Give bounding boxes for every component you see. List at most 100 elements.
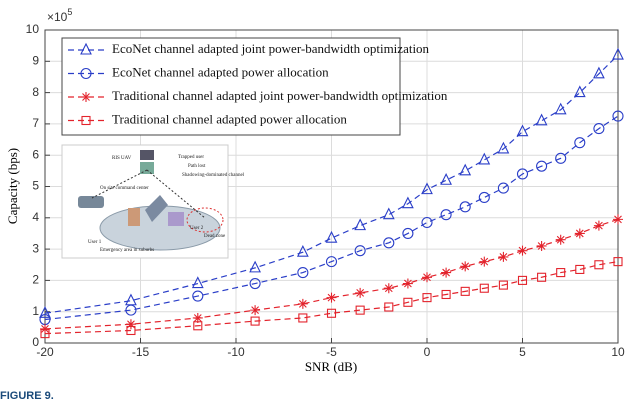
- y-axis-label: Capacity (bps): [5, 148, 20, 224]
- x-tick-label: -10: [227, 345, 245, 359]
- inset-building: [145, 195, 168, 222]
- marker: [191, 276, 204, 289]
- marker: [537, 272, 547, 282]
- inset-label: User 1: [88, 240, 102, 245]
- marker: [498, 251, 509, 262]
- marker: [325, 256, 338, 268]
- multiplier-exponent: 5: [67, 7, 72, 17]
- marker: [250, 316, 260, 326]
- marker: [250, 305, 261, 316]
- marker: [594, 260, 604, 270]
- inset-ris: [140, 162, 154, 174]
- marker: [613, 214, 623, 225]
- marker: [460, 261, 471, 272]
- marker: [354, 245, 366, 257]
- marker: [535, 113, 548, 126]
- legend-label: EcoNet channel adapted joint power-bandw…: [112, 41, 430, 56]
- series-line: [44, 218, 619, 330]
- x-tick-label: 0: [424, 345, 431, 359]
- inset-vehicle: [78, 196, 104, 208]
- marker: [39, 306, 51, 318]
- marker: [192, 312, 203, 323]
- marker: [593, 123, 605, 135]
- y-tick-label: 9: [32, 53, 39, 67]
- marker: [355, 287, 366, 298]
- marker: [384, 302, 394, 312]
- inset-label: RIS UAV: [112, 156, 132, 161]
- y-tick-label: 1: [32, 304, 39, 318]
- marker: [536, 240, 547, 251]
- marker: [383, 283, 394, 294]
- marker: [573, 85, 586, 98]
- marker: [593, 220, 604, 231]
- marker: [497, 182, 509, 194]
- marker: [555, 234, 566, 245]
- inset-label: On site command center: [100, 186, 149, 191]
- x-axis-label: SNR (dB): [305, 359, 357, 374]
- marker: [80, 67, 92, 80]
- y-tick-label: 0: [32, 335, 39, 349]
- legend-box: [61, 37, 401, 136]
- marker: [498, 280, 508, 290]
- marker: [326, 308, 337, 318]
- caption: FIGURE 9.: [0, 390, 54, 399]
- inset-uav: [140, 150, 154, 160]
- marker: [249, 260, 261, 273]
- marker: [593, 66, 605, 79]
- y-tick-label: 8: [32, 85, 39, 99]
- marker: [575, 264, 585, 274]
- marker: [478, 152, 491, 165]
- marker: [249, 277, 261, 290]
- marker: [441, 289, 451, 300]
- marker: [296, 245, 309, 257]
- inset-label: Dead zone: [204, 234, 226, 239]
- marker: [40, 329, 50, 339]
- marker: [517, 275, 528, 285]
- marker: [354, 218, 367, 231]
- marker: [421, 182, 433, 195]
- marker: [126, 325, 136, 336]
- marker: [574, 137, 586, 149]
- series: [40, 214, 623, 334]
- marker: [403, 297, 413, 307]
- marker: [516, 168, 529, 180]
- marker: [536, 160, 548, 172]
- y-tick-label: 4: [32, 210, 39, 224]
- marker: [125, 304, 137, 316]
- marker: [325, 230, 338, 243]
- marker: [613, 257, 623, 267]
- marker: [441, 267, 452, 278]
- x-tick-label: 5: [519, 345, 526, 359]
- marker: [479, 283, 489, 293]
- marker: [554, 102, 567, 115]
- marker: [192, 290, 204, 302]
- marker: [297, 267, 309, 279]
- y-tick-label: 5: [32, 179, 39, 193]
- marker: [422, 293, 432, 303]
- inset-label: User 2: [190, 226, 204, 231]
- inset-building: [128, 208, 140, 226]
- x-tick-label: 10: [611, 345, 625, 359]
- marker: [355, 305, 365, 315]
- marker: [298, 313, 308, 323]
- x-tick-label: -15: [132, 345, 150, 359]
- legend: EcoNet channel adapted joint power-bandw…: [61, 37, 448, 136]
- inset-label: Emergency area in suburbs: [100, 248, 154, 253]
- marker: [478, 191, 490, 204]
- marker: [479, 256, 490, 267]
- marker: [612, 110, 624, 122]
- marker: [422, 272, 432, 283]
- marker: [80, 42, 92, 55]
- marker: [459, 163, 472, 176]
- marker: [556, 268, 566, 278]
- marker: [402, 278, 413, 289]
- marker: [382, 207, 395, 220]
- series-line: [44, 115, 619, 321]
- y-tick-label: 10: [26, 22, 40, 36]
- series: [39, 110, 624, 326]
- marker: [459, 201, 471, 213]
- series: [40, 257, 623, 339]
- inset-dead-zone: [186, 207, 224, 233]
- inset-image: RIS UAV Trapped user Path lost Shadowing-do…: [61, 144, 245, 259]
